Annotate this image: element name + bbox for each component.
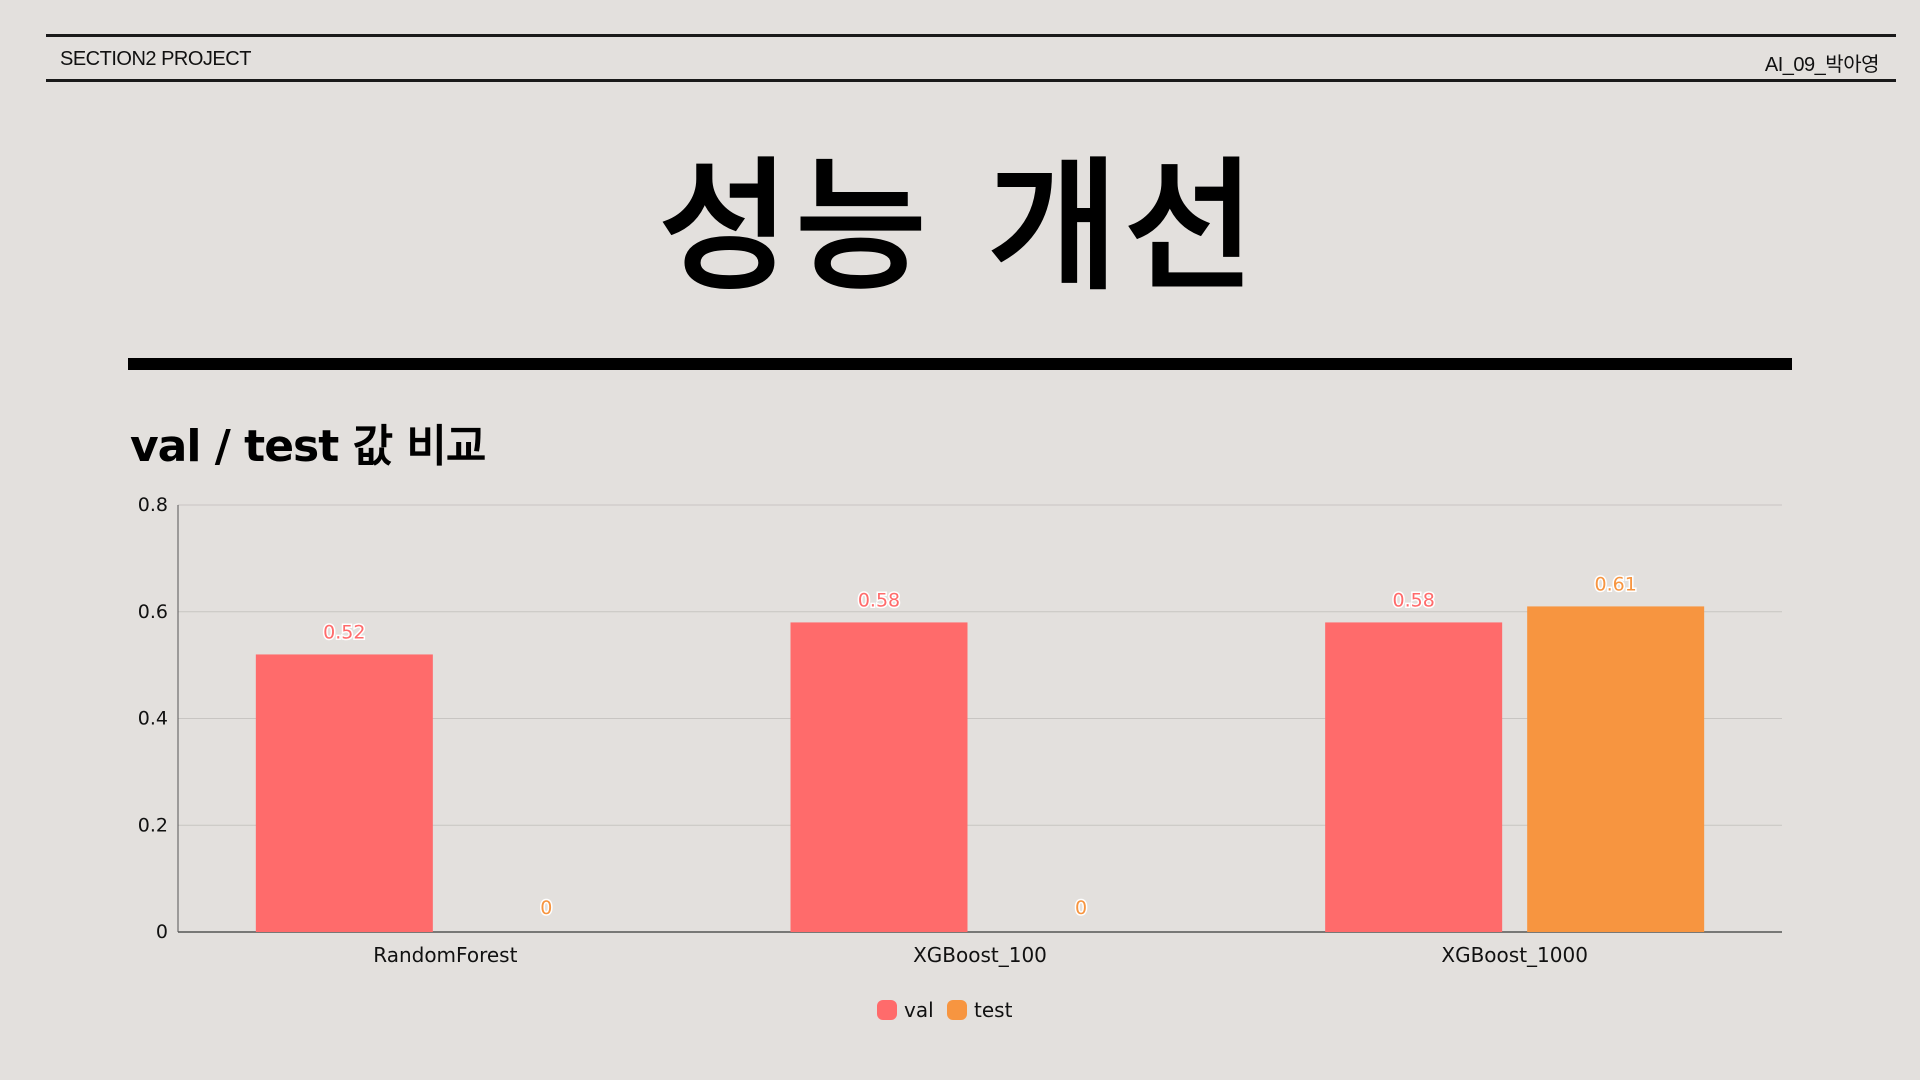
header-bottom-rule	[46, 79, 1896, 82]
bar-val-XGBoost_100	[790, 622, 968, 932]
x-tick-label: XGBoost_100	[913, 943, 1047, 967]
bars	[255, 606, 1705, 932]
grid-lines	[178, 504, 1782, 826]
data-label: 0.61	[1595, 573, 1637, 595]
y-tick-label: 0	[156, 921, 168, 943]
x-tick-label: RandomForest	[373, 943, 517, 967]
data-labels: 0.52 0 0.58 0 0.58 0.61	[322, 572, 1639, 921]
data-label: 0.52	[323, 621, 365, 643]
legend: val test	[877, 998, 1013, 1022]
x-tick-label: XGBoost_1000	[1441, 943, 1588, 967]
header-author-label: AI_09_박아영	[1764, 54, 1880, 76]
bar-val-RandomForest	[255, 654, 433, 932]
data-label: 0.58	[858, 589, 900, 611]
legend-label-val: val	[904, 998, 934, 1022]
data-label: 0	[1075, 897, 1087, 919]
header-top-rule	[46, 34, 1896, 37]
title-divider	[128, 358, 1792, 370]
data-label: 0.58	[1393, 589, 1435, 611]
legend-swatch-test	[947, 1000, 967, 1020]
page-title: 성능 개선	[659, 145, 1261, 310]
bar-val-XGBoost_1000	[1325, 622, 1503, 932]
y-tick-label: 0.6	[138, 601, 168, 623]
legend-label-test: test	[974, 998, 1013, 1022]
y-tick-label: 0.8	[138, 494, 168, 516]
y-tick-label: 0.2	[138, 814, 168, 836]
data-label: 0	[540, 897, 552, 919]
section-heading: val / test 값 비교	[130, 421, 486, 472]
y-tick-label: 0.4	[138, 708, 168, 730]
legend-swatch-val	[877, 1000, 897, 1020]
axes: 0 0.2 0.4 0.6 0.8 RandomForest XGBoost_100 XGBo…	[138, 494, 1782, 967]
header-project-label: SECTION2 PROJECT	[60, 48, 251, 70]
bar-test-XGBoost_1000	[1527, 606, 1705, 932]
